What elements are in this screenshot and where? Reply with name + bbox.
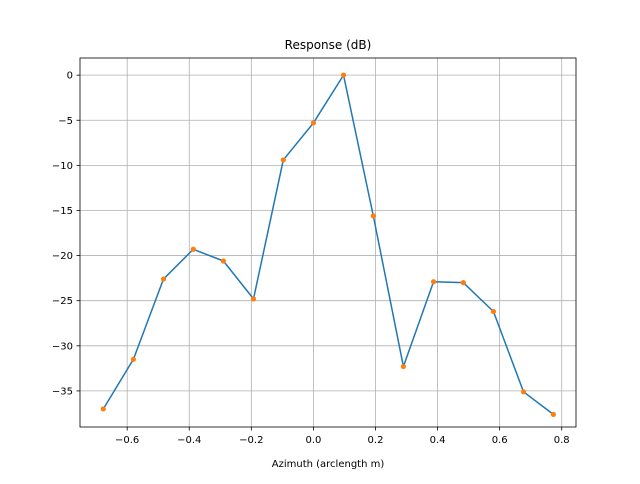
data-point xyxy=(310,120,317,126)
x-tick-label: 0.2 xyxy=(368,435,384,446)
data-point xyxy=(520,389,527,395)
data-point xyxy=(130,356,136,362)
grid xyxy=(80,58,576,427)
x-tick-label: −0.6 xyxy=(115,435,139,446)
data-point xyxy=(160,276,167,282)
data-point xyxy=(250,296,257,302)
x-tick-label: −0.4 xyxy=(177,435,201,446)
y-tick-label: −25 xyxy=(52,296,73,307)
x-tick-label: −0.2 xyxy=(239,435,263,446)
x-tick-label: 0.0 xyxy=(305,435,321,446)
series-line xyxy=(102,74,554,415)
x-tick-label: 0.6 xyxy=(492,435,508,446)
axes-frame xyxy=(79,57,577,428)
data-point xyxy=(460,280,466,286)
data-point xyxy=(100,406,106,412)
x-tick-label: 0.8 xyxy=(554,435,570,446)
data-point xyxy=(340,72,347,78)
data-point xyxy=(400,363,407,370)
data-point xyxy=(190,246,196,252)
y-tick-label: 0 xyxy=(67,71,73,82)
data-point xyxy=(280,157,286,163)
x-tick-label: 0.4 xyxy=(430,435,446,446)
data-point xyxy=(430,279,437,285)
chart-title: Response (dB) xyxy=(285,38,372,52)
y-tick-label: −10 xyxy=(52,161,73,172)
x-axis-label: Azimuth (arclength m) xyxy=(272,459,385,470)
y-tick-label: −15 xyxy=(52,206,73,217)
data-point xyxy=(550,411,556,417)
y-axis-ticks: 0 −5 −10 −15 −20 −25 −30 −35 xyxy=(52,71,80,397)
data-point xyxy=(370,213,376,219)
y-tick-label: −35 xyxy=(52,386,73,397)
plot-area xyxy=(100,72,556,417)
x-axis-ticks: −0.6 −0.4 −0.2 0.0 0.2 0.4 0.6 0.8 xyxy=(115,427,570,446)
data-point xyxy=(220,258,226,264)
y-tick-label: −30 xyxy=(52,341,73,352)
data-point xyxy=(490,308,497,315)
y-tick-label: −20 xyxy=(52,251,73,262)
y-tick-label: −5 xyxy=(58,116,73,127)
